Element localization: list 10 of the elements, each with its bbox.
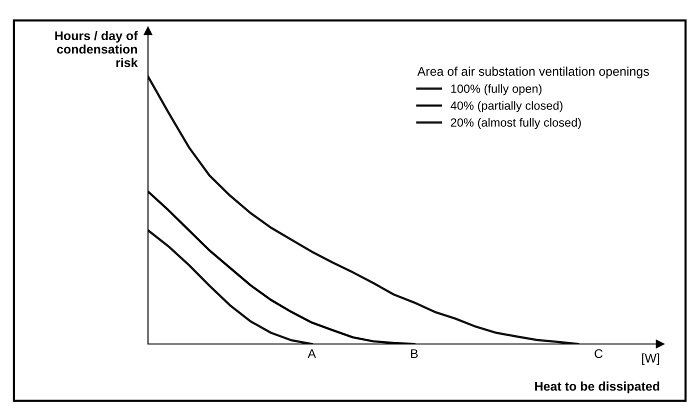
- legend-label: 40% (partially closed): [450, 101, 562, 112]
- x-tick-label: C: [594, 349, 603, 358]
- x-tick-label: A: [308, 349, 316, 358]
- x-axis-title: Heat to be dissipated: [535, 382, 660, 394]
- legend-title: Area of air substation ventilation openings: [417, 66, 649, 78]
- legend-label: 100% (fully open): [451, 84, 542, 96]
- y-axis-title: Hours / day of condensation risk: [55, 31, 138, 68]
- x-tick-label: B: [411, 349, 418, 358]
- legend-label: 20% (almost fully closed): [450, 118, 581, 130]
- text: [W]: [642, 353, 660, 366]
